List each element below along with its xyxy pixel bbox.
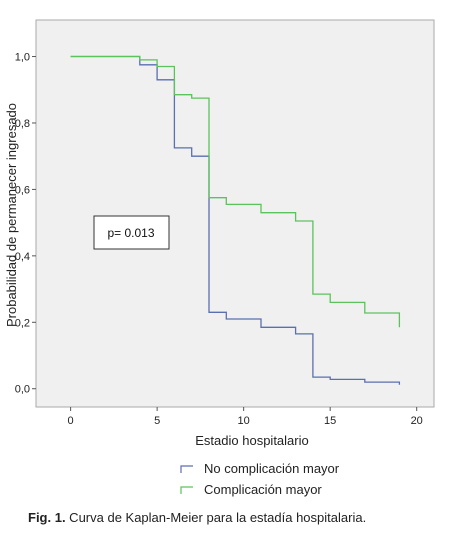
- x-tick-label: 0: [68, 415, 74, 427]
- x-axis-title: Estadio hospitalario: [195, 433, 308, 448]
- legend-item-complicacion: Complicación mayor: [180, 482, 322, 497]
- y-tick-label: 0,4: [15, 251, 30, 263]
- y-tick-label: 0,6: [15, 184, 30, 196]
- caption-text: Curva de Kaplan-Meier para la estadía ho…: [65, 510, 367, 525]
- y-axis: 0,0 0,2 0,4 0,6 0,8 1,0: [15, 52, 36, 396]
- survival-line-series-0: [70, 55, 401, 385]
- figure-caption: Fig. 1. Curva de Kaplan-Meier para la es…: [28, 510, 366, 525]
- x-tick-label: 20: [411, 415, 423, 427]
- legend-item-no-complicacion: No complicación mayor: [180, 461, 340, 476]
- y-tick-label: 1,0: [15, 52, 30, 64]
- caption-label: Fig. 1.: [28, 510, 66, 525]
- y-tick-label: 0,0: [15, 384, 30, 396]
- y-tick-label: 0,8: [15, 118, 30, 130]
- p-value-label: p= 0.013: [107, 226, 154, 240]
- x-tick-label: 15: [324, 415, 336, 427]
- x-tick-label: 5: [154, 415, 160, 427]
- legend-label: No complicación mayor: [204, 461, 340, 476]
- plot-area: [35, 19, 435, 408]
- legend: No complicación mayor Complicación mayor: [180, 461, 340, 497]
- series-lines: [70, 55, 401, 385]
- p-value-box: p= 0.013: [93, 215, 170, 250]
- x-tick-label: 10: [238, 415, 250, 427]
- legend-swatch: [180, 465, 193, 473]
- survival-line-series-1: [70, 55, 401, 328]
- legend-swatch: [180, 486, 193, 494]
- x-axis: 0 5 10 15 20: [68, 407, 423, 427]
- y-tick-label: 0,2: [15, 317, 30, 329]
- legend-label: Complicación mayor: [204, 482, 322, 497]
- y-axis-title: Probabilidad de permanecer ingresado: [4, 103, 19, 327]
